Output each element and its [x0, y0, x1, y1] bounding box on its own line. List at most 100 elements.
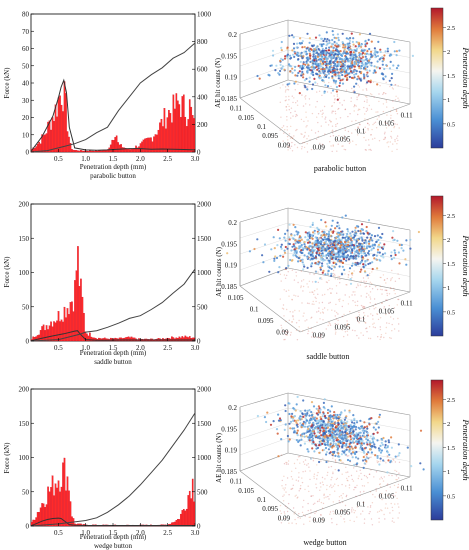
y-tick-label: 0.095 — [262, 505, 278, 513]
scatter-point — [340, 247, 343, 250]
scatter-point — [328, 466, 330, 468]
scatter-point — [295, 271, 297, 273]
scatter-point — [317, 409, 320, 412]
scatter-point — [321, 311, 324, 313]
scatter-point — [338, 455, 341, 458]
scatter-point — [321, 519, 324, 521]
scatter-point — [349, 67, 352, 70]
scatter-point — [372, 323, 374, 325]
scatter-point — [334, 59, 337, 62]
hit-bar — [187, 495, 190, 527]
scatter-point — [312, 405, 316, 408]
scatter-point — [332, 471, 334, 473]
scatter-point — [386, 106, 388, 108]
scatter-point — [349, 250, 352, 253]
scatter-point — [354, 291, 356, 293]
scatter-point — [317, 419, 320, 422]
scatter-point — [341, 431, 344, 434]
scatter-point — [348, 455, 350, 457]
scatter-point — [386, 299, 388, 301]
scatter-point — [397, 64, 400, 67]
scatter-point — [383, 92, 385, 94]
scatter-point — [339, 436, 342, 439]
scatter-point — [363, 106, 365, 109]
scatter-point — [334, 333, 337, 335]
scatter-point — [311, 281, 314, 283]
scatter-point — [318, 261, 321, 264]
x-tick-label: 1.0 — [81, 155, 90, 163]
scatter-point — [327, 76, 330, 79]
scatter-point — [365, 52, 369, 55]
scatter-point — [321, 264, 324, 267]
scatter-point — [317, 435, 320, 438]
scatter-point — [376, 60, 379, 63]
scatter-point — [362, 431, 365, 435]
scatter-point — [315, 243, 318, 246]
scatter-point — [376, 439, 379, 442]
scatter-point — [291, 71, 294, 74]
scatter-point — [345, 495, 347, 498]
scatter-point — [362, 455, 365, 459]
scatter-point — [360, 317, 362, 319]
scatter-point — [313, 432, 316, 435]
scatter-point — [271, 49, 275, 52]
scatter-point — [345, 248, 348, 251]
scatter-point — [319, 422, 323, 425]
scatter-point — [297, 295, 299, 297]
scatter-point — [294, 226, 297, 229]
scatter-point — [384, 252, 387, 255]
scatter-point — [346, 228, 349, 231]
scatter-point — [292, 115, 294, 117]
scatter-point — [324, 435, 327, 438]
hit-bar — [66, 308, 69, 342]
scatter-point — [293, 513, 295, 515]
scatter-point — [287, 402, 290, 405]
scatter-point — [358, 442, 361, 445]
scatter-point — [398, 277, 400, 280]
scatter-point — [351, 58, 355, 61]
scatter-point — [294, 511, 296, 513]
scatter-point — [393, 484, 396, 487]
scatter-point — [392, 64, 395, 67]
scatter-point — [371, 524, 374, 526]
scatter-point — [313, 477, 315, 479]
scatter-point — [382, 459, 385, 462]
scatter-point — [281, 479, 283, 482]
scatter-wedge — [256, 395, 425, 526]
scatter-point — [321, 415, 324, 418]
scatter-point — [314, 81, 317, 84]
y-tick-label: 0.105 — [228, 294, 244, 302]
scatter-point — [325, 225, 328, 228]
scatter-point — [354, 301, 356, 303]
scatter-point — [352, 509, 355, 511]
scatter-point — [313, 229, 316, 232]
scatter-point — [336, 239, 339, 242]
scatter-point — [341, 236, 344, 239]
scatter-point — [350, 419, 353, 422]
scatter-point — [395, 54, 398, 57]
scatter-point — [279, 510, 281, 512]
scatter-point — [366, 425, 369, 428]
scatter-point — [365, 275, 367, 277]
scatter-point — [341, 245, 344, 248]
scatter-point — [362, 307, 365, 310]
scatter-point — [321, 79, 324, 82]
scatter-point — [369, 337, 372, 340]
scatter-point — [398, 461, 401, 463]
scatter-point — [295, 46, 298, 49]
scatter-point — [333, 95, 335, 97]
hit-bar — [187, 119, 190, 153]
scatter-point — [359, 123, 361, 126]
scatter-point — [354, 486, 356, 489]
hit-bar — [53, 321, 55, 342]
scatter-point — [310, 512, 312, 514]
scatter-point — [315, 435, 318, 438]
scatter-point — [389, 461, 392, 464]
scatter-point — [337, 278, 339, 280]
hit-bar — [179, 117, 182, 153]
scatter-point — [349, 242, 352, 245]
scatter-point — [335, 138, 338, 141]
ylabel-right-parabolic: AE hit counts (N) — [214, 57, 222, 108]
scatter-point — [392, 517, 394, 519]
y-left-tick-label: 40 — [22, 80, 30, 88]
